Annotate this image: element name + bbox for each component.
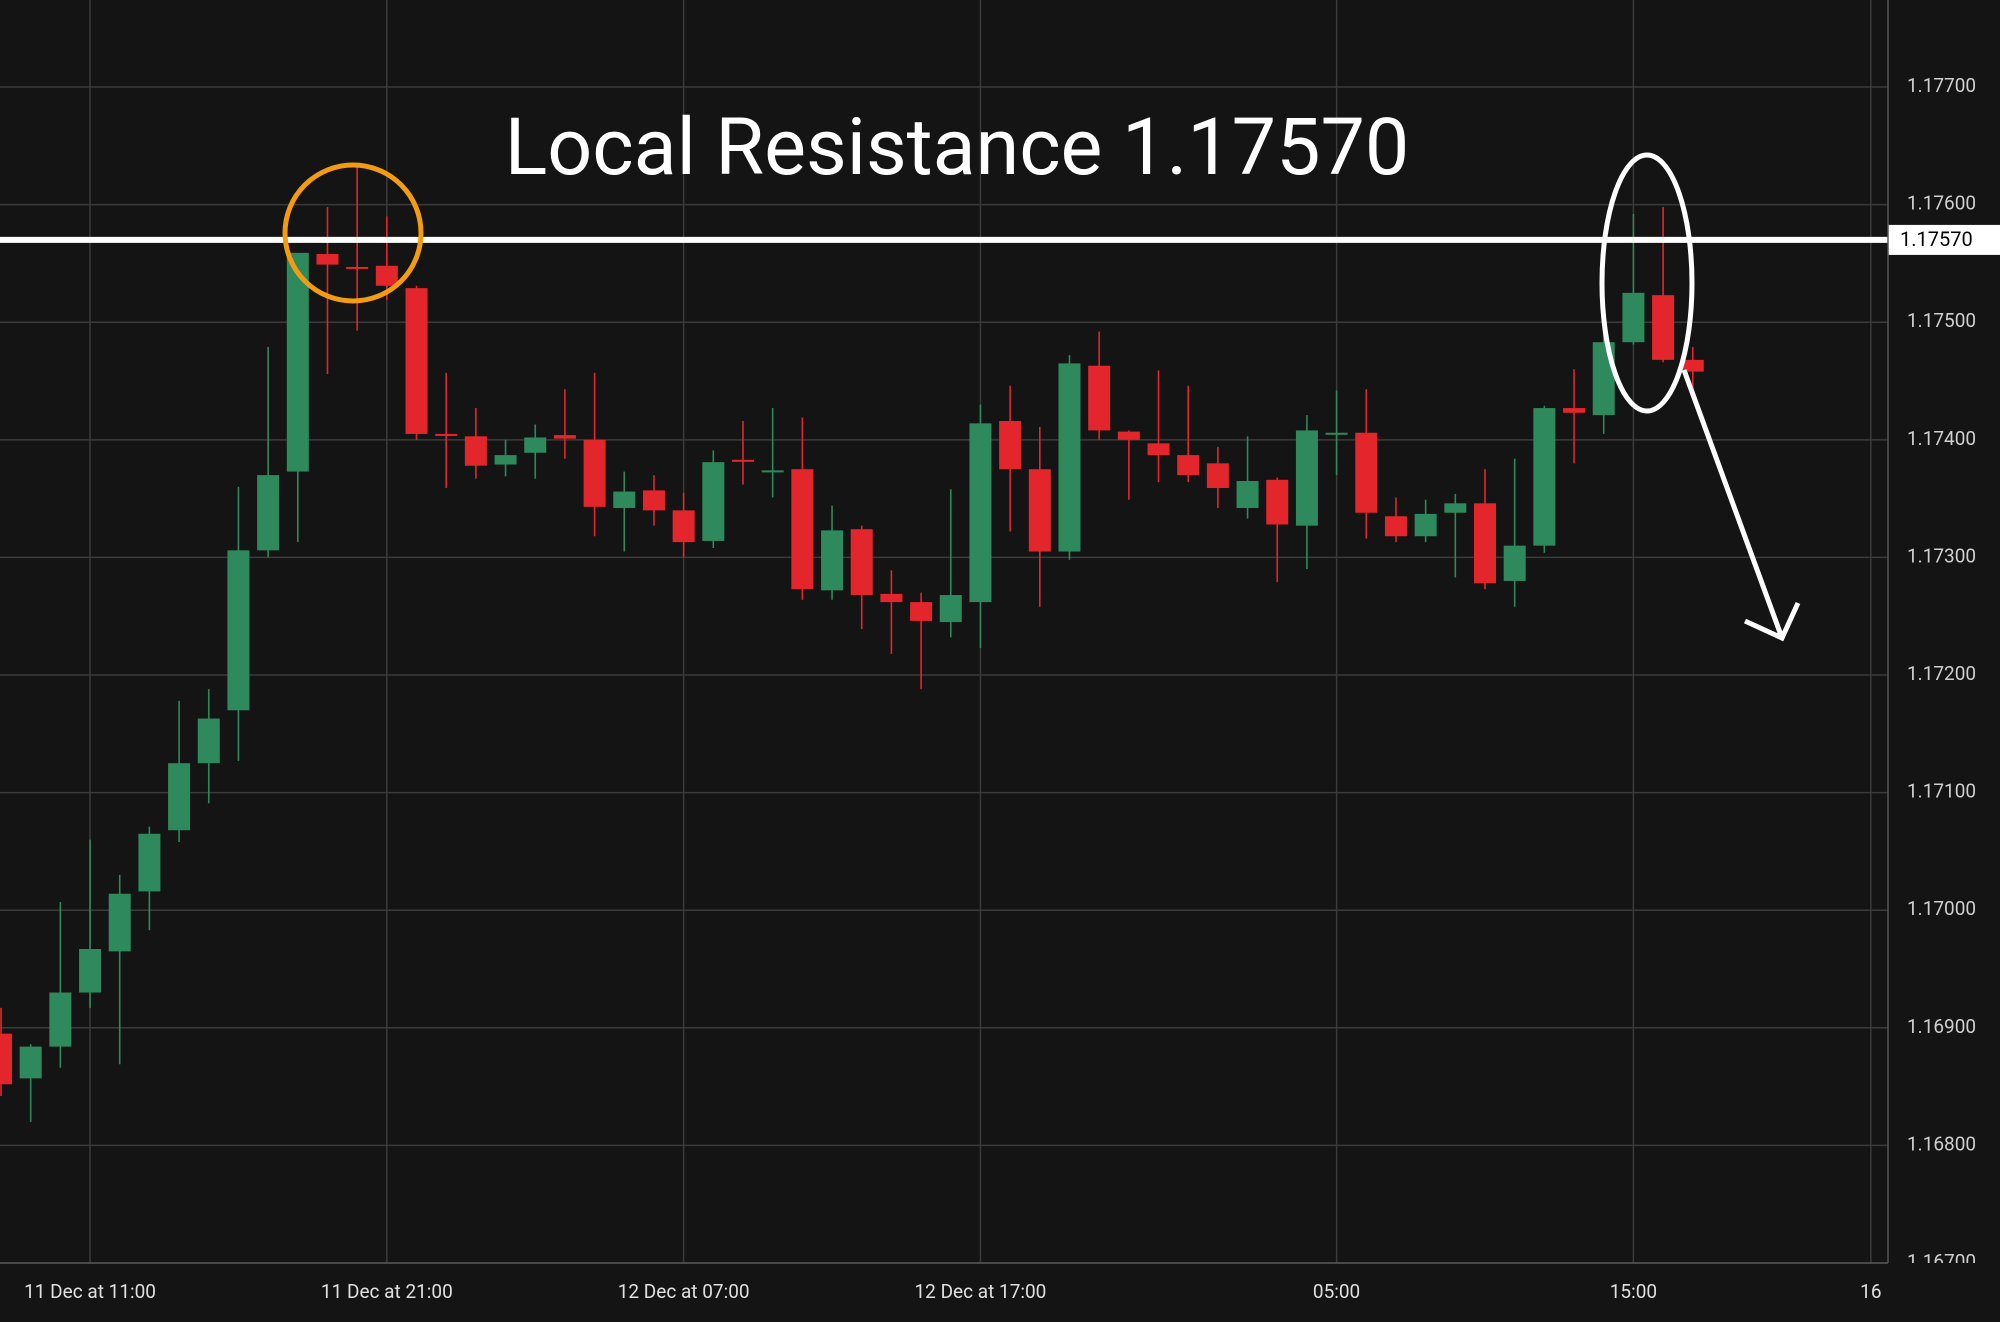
candle-body bbox=[79, 949, 102, 993]
candle-body bbox=[435, 433, 458, 436]
chart-title: Local Resistance 1.17570 bbox=[505, 102, 1410, 194]
candle-body bbox=[405, 288, 428, 434]
x-tick-label: 05:00 bbox=[1313, 1280, 1360, 1303]
candle-body bbox=[672, 510, 695, 543]
candle-body bbox=[494, 455, 517, 465]
y-tick-label: 1.17500 bbox=[1907, 309, 1976, 332]
highlight-circle bbox=[282, 162, 424, 304]
candle-body bbox=[702, 462, 725, 541]
x-tick-label: 16 bbox=[1860, 1280, 1881, 1303]
x-tick-label: 11 Dec at 21:00 bbox=[321, 1280, 453, 1303]
y-tick-label: 1.17100 bbox=[1907, 780, 1976, 803]
price-tag bbox=[1888, 224, 2000, 255]
candle-body bbox=[197, 718, 220, 764]
y-tick-label: 1.17300 bbox=[1907, 544, 1976, 567]
candle-body bbox=[1681, 359, 1704, 372]
candle-body bbox=[108, 893, 131, 952]
candle-body bbox=[999, 421, 1022, 470]
candle-body bbox=[1444, 503, 1467, 513]
candle-body bbox=[49, 992, 72, 1047]
y-tick-label: 1.17600 bbox=[1907, 192, 1976, 215]
candle-body bbox=[1236, 480, 1259, 509]
y-tick-label: 1.16900 bbox=[1907, 1015, 1976, 1038]
x-tick-label: 15:00 bbox=[1610, 1280, 1657, 1303]
candle-body bbox=[761, 470, 784, 473]
candle-body bbox=[642, 490, 665, 511]
candle-body bbox=[1266, 479, 1289, 525]
candle-body bbox=[969, 423, 992, 603]
candle-body bbox=[880, 593, 903, 603]
y-tick-label: 1.17700 bbox=[1907, 74, 1976, 97]
candle-body bbox=[1355, 432, 1378, 513]
candle-body bbox=[583, 439, 606, 507]
candle-body bbox=[1563, 408, 1586, 413]
y-tick-label: 1.17000 bbox=[1907, 897, 1976, 920]
candle-body bbox=[19, 1046, 42, 1079]
candle-body bbox=[613, 491, 636, 509]
candle-body bbox=[286, 252, 309, 472]
candle-body bbox=[1325, 432, 1348, 435]
y-tick-label: 1.16800 bbox=[1907, 1132, 1976, 1155]
candle-body bbox=[316, 254, 339, 265]
candle-body bbox=[1117, 431, 1140, 440]
candle-body bbox=[1147, 443, 1170, 456]
overlay: 1.17570 bbox=[0, 224, 2000, 255]
candle-body bbox=[939, 595, 962, 623]
candle-body bbox=[227, 550, 250, 711]
candle-body bbox=[791, 469, 814, 590]
candle-body bbox=[524, 437, 547, 453]
candle-body bbox=[1088, 365, 1111, 431]
arrow-shaft bbox=[1681, 369, 1785, 639]
candle-body bbox=[1533, 408, 1556, 546]
x-tick-label: 12 Dec at 07:00 bbox=[618, 1280, 750, 1303]
candle-body bbox=[464, 436, 487, 466]
candle-body bbox=[1028, 469, 1051, 552]
x-tick-label: 12 Dec at 17:00 bbox=[915, 1280, 1047, 1303]
arrow-head bbox=[1743, 601, 1801, 642]
candle-body bbox=[821, 530, 844, 591]
candle-body bbox=[0, 1033, 12, 1085]
candle-body bbox=[1384, 516, 1407, 537]
x-tick-label: 11 Dec at 11:00 bbox=[24, 1280, 156, 1303]
candle-body bbox=[732, 459, 754, 462]
y-tick-label: 1.17400 bbox=[1907, 427, 1976, 450]
candle-body bbox=[910, 602, 933, 621]
highlight-ellipse bbox=[1599, 152, 1695, 414]
candle-body bbox=[1414, 513, 1437, 537]
candle-body bbox=[168, 763, 191, 831]
candle-body bbox=[1652, 295, 1675, 360]
candle-body bbox=[1177, 455, 1200, 476]
candle-body bbox=[375, 265, 398, 286]
candle-body bbox=[1622, 292, 1645, 343]
candle-body bbox=[1058, 363, 1081, 552]
y-tick-label: 1.17200 bbox=[1907, 662, 1976, 685]
candle-body bbox=[138, 833, 161, 892]
y-tick-label: 1.16700 bbox=[1907, 1250, 1976, 1273]
candle-body bbox=[346, 266, 369, 269]
candle-body bbox=[257, 475, 280, 551]
candle-body bbox=[1503, 545, 1526, 581]
candle-body bbox=[1295, 430, 1318, 526]
price-tag-label: 1.17570 bbox=[1900, 227, 1973, 251]
candle-body bbox=[850, 529, 873, 596]
candles bbox=[0, 165, 1704, 1122]
candle-body bbox=[1206, 463, 1229, 489]
candle-body bbox=[1474, 503, 1496, 584]
candle-body bbox=[553, 435, 576, 439]
grid bbox=[0, 0, 1888, 1264]
